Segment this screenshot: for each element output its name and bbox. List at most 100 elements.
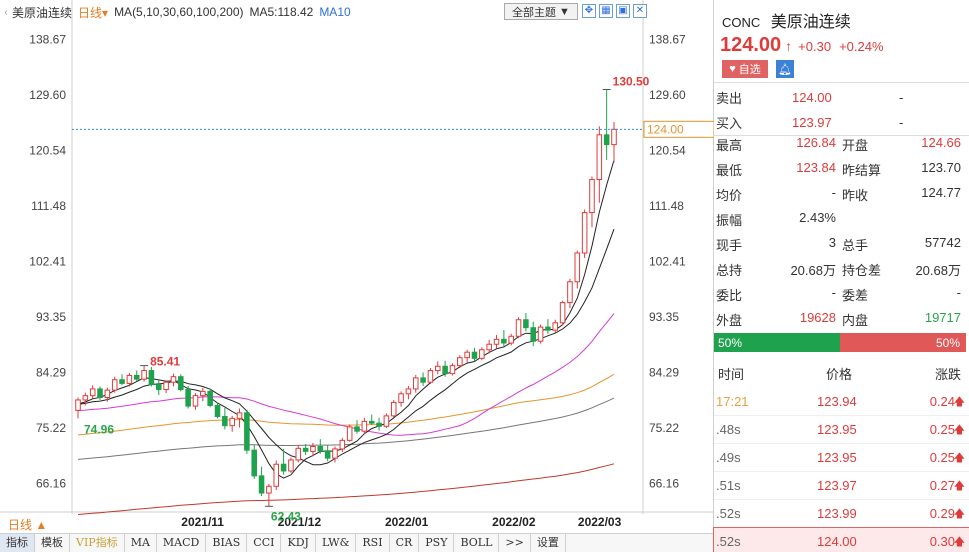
- arrow-up-icon: 🡅: [953, 480, 965, 492]
- tick-list[interactable]: 17:21 123.94 0.24 🡅 .48s 123.95 0.25 🡅 .49s 123.9…: [713, 388, 969, 552]
- low-annotation: 62.43: [271, 509, 301, 523]
- tab-6[interactable]: CCI: [247, 534, 282, 552]
- candle-down: [302, 447, 309, 452]
- tab-9[interactable]: RSI: [356, 534, 390, 552]
- symbol-code: CONC: [722, 15, 761, 30]
- tick-price: 123.94: [817, 394, 857, 409]
- tab-4[interactable]: MACD: [157, 534, 207, 552]
- ticks-header-change: 涨跌: [935, 367, 962, 382]
- tick-row[interactable]: .49s 123.95 0.25 🡅: [714, 444, 969, 472]
- tab-5[interactable]: BIAS: [206, 534, 248, 552]
- y-tick-label-left: 93.35: [36, 310, 66, 324]
- candle-up: [383, 415, 390, 427]
- tick-time: .49s: [716, 450, 741, 465]
- action-row: ♥ 自选 🔔︎: [722, 60, 794, 78]
- window-icon[interactable]: ▣: [616, 4, 630, 18]
- candle-up: [537, 326, 544, 342]
- tick-price: 123.95: [817, 422, 857, 437]
- ratio-right-label: 50%: [935, 335, 960, 350]
- bell-icon: 🔔︎: [778, 63, 792, 76]
- expand-icon[interactable]: ✥: [582, 4, 596, 18]
- quote-title: CONC 美原油连续: [722, 8, 851, 32]
- symbol-name: 美原油连续: [12, 5, 73, 20]
- last-price: 124.00: [720, 34, 782, 56]
- ma10-label: MA10: [319, 5, 351, 19]
- add-favorite-button[interactable]: ♥ 自选: [722, 60, 768, 78]
- close-icon[interactable]: ✕: [633, 4, 647, 18]
- candle-up: [361, 420, 368, 432]
- stat-label: 外盘: [716, 313, 743, 328]
- candle-down: [280, 463, 287, 472]
- period-link-label[interactable]: 日线: [78, 5, 103, 20]
- tab-3[interactable]: MA: [125, 534, 157, 552]
- y-tick-label-left: 75.22: [36, 421, 66, 435]
- candle-down: [244, 412, 250, 451]
- price-change-pct: +0.24%: [839, 39, 884, 54]
- candle-up: [170, 376, 177, 383]
- candle-up: [552, 322, 559, 331]
- candle-up: [508, 335, 514, 344]
- stat-label: 委比: [716, 288, 743, 303]
- ma60-line: [77, 373, 615, 436]
- candlestick-chart[interactable]: 138.67 138.67 129.60 129.60 120.54 120.54 111.…: [0, 0, 714, 552]
- tab-11[interactable]: PSY: [419, 534, 455, 552]
- candle-up: [288, 459, 294, 472]
- stat-value: 123.84: [796, 160, 836, 175]
- candle-up: [346, 426, 353, 441]
- tab-2[interactable]: VIP指标: [70, 534, 125, 552]
- tab-8[interactable]: LW&: [316, 534, 357, 552]
- candle-down: [133, 374, 140, 380]
- alert-button[interactable]: 🔔︎: [776, 60, 794, 78]
- theme-dropdown[interactable]: 全部主题 ▼: [504, 3, 578, 20]
- tab-10[interactable]: CR: [390, 534, 420, 552]
- grid-icon[interactable]: ▦: [599, 4, 613, 18]
- candle-up: [589, 179, 595, 214]
- tab-13[interactable]: >>: [499, 534, 531, 552]
- stat-value: 126.84: [796, 135, 836, 150]
- tick-row[interactable]: .52s 124.00 0.30 🡅: [713, 527, 969, 552]
- tick-row[interactable]: .52s 123.99 0.29 🡅: [714, 500, 969, 528]
- price-row: 124.00 ↑ +0.30 +0.24%: [720, 34, 892, 57]
- arrow-up-icon: ↑: [785, 38, 793, 54]
- candle-down: [178, 376, 184, 391]
- current-price-tag-box: [643, 120, 714, 138]
- y-tick-label-right: 129.60: [649, 88, 686, 102]
- x-tick-label: 2022/03: [578, 515, 622, 529]
- tick-change: 0.25: [929, 450, 955, 465]
- caret-down-icon[interactable]: ▾: [102, 5, 109, 20]
- period-selector[interactable]: 日线 ▲: [8, 518, 48, 532]
- candle-up: [104, 389, 111, 399]
- y-tick-label-right: 93.35: [649, 310, 679, 324]
- ask-volume: -: [899, 90, 904, 105]
- indicator-tab-bar: 指标 模板 VIP指标 MA MACD BIAS CCI KDJ LW& RSI CR PSY BOLL…: [0, 533, 714, 552]
- chart-pane[interactable]: 138.67 138.67 129.60 129.60 120.54 120.54 111.…: [0, 0, 714, 552]
- tab-7[interactable]: KDJ: [281, 534, 316, 552]
- candle-down: [545, 326, 551, 331]
- candle-up: [412, 377, 419, 390]
- tick-row[interactable]: .51s 123.97 0.27 🡅: [714, 472, 969, 500]
- ma30-line: [77, 313, 615, 436]
- stat-label: 振幅: [716, 213, 743, 228]
- stat-value: 57742: [924, 235, 961, 250]
- tab-14[interactable]: 设置: [531, 534, 566, 552]
- ask-label: 卖出: [716, 91, 743, 106]
- tick-row[interactable]: .48s 123.95 0.25 🡅: [714, 416, 969, 444]
- candle-down: [214, 404, 221, 417]
- tab-12[interactable]: BOLL: [454, 534, 500, 552]
- y-tick-label-left: 138.67: [29, 32, 66, 46]
- period-link[interactable]: 日线▾: [78, 4, 108, 21]
- tab-1[interactable]: 模板: [35, 534, 70, 552]
- symbol-name-panel: 美原油连续: [770, 14, 851, 31]
- tab-0[interactable]: 指标: [0, 534, 35, 552]
- tick-row[interactable]: 17:21 123.94 0.24 🡅: [714, 388, 969, 416]
- stat-value: 20.68万: [790, 263, 836, 278]
- y-tick-label-right: 102.41: [649, 255, 686, 269]
- stat-row: 均价 - 昨收 124.77: [714, 181, 969, 206]
- candle-up: [427, 370, 434, 383]
- candle-up: [486, 343, 492, 351]
- candle-up: [559, 302, 566, 324]
- arrow-up-icon: 🡅: [953, 452, 965, 464]
- candle-up: [332, 448, 338, 459]
- tick-time: .48s: [716, 422, 741, 437]
- chevron-left-icon[interactable]: ‹: [4, 6, 8, 18]
